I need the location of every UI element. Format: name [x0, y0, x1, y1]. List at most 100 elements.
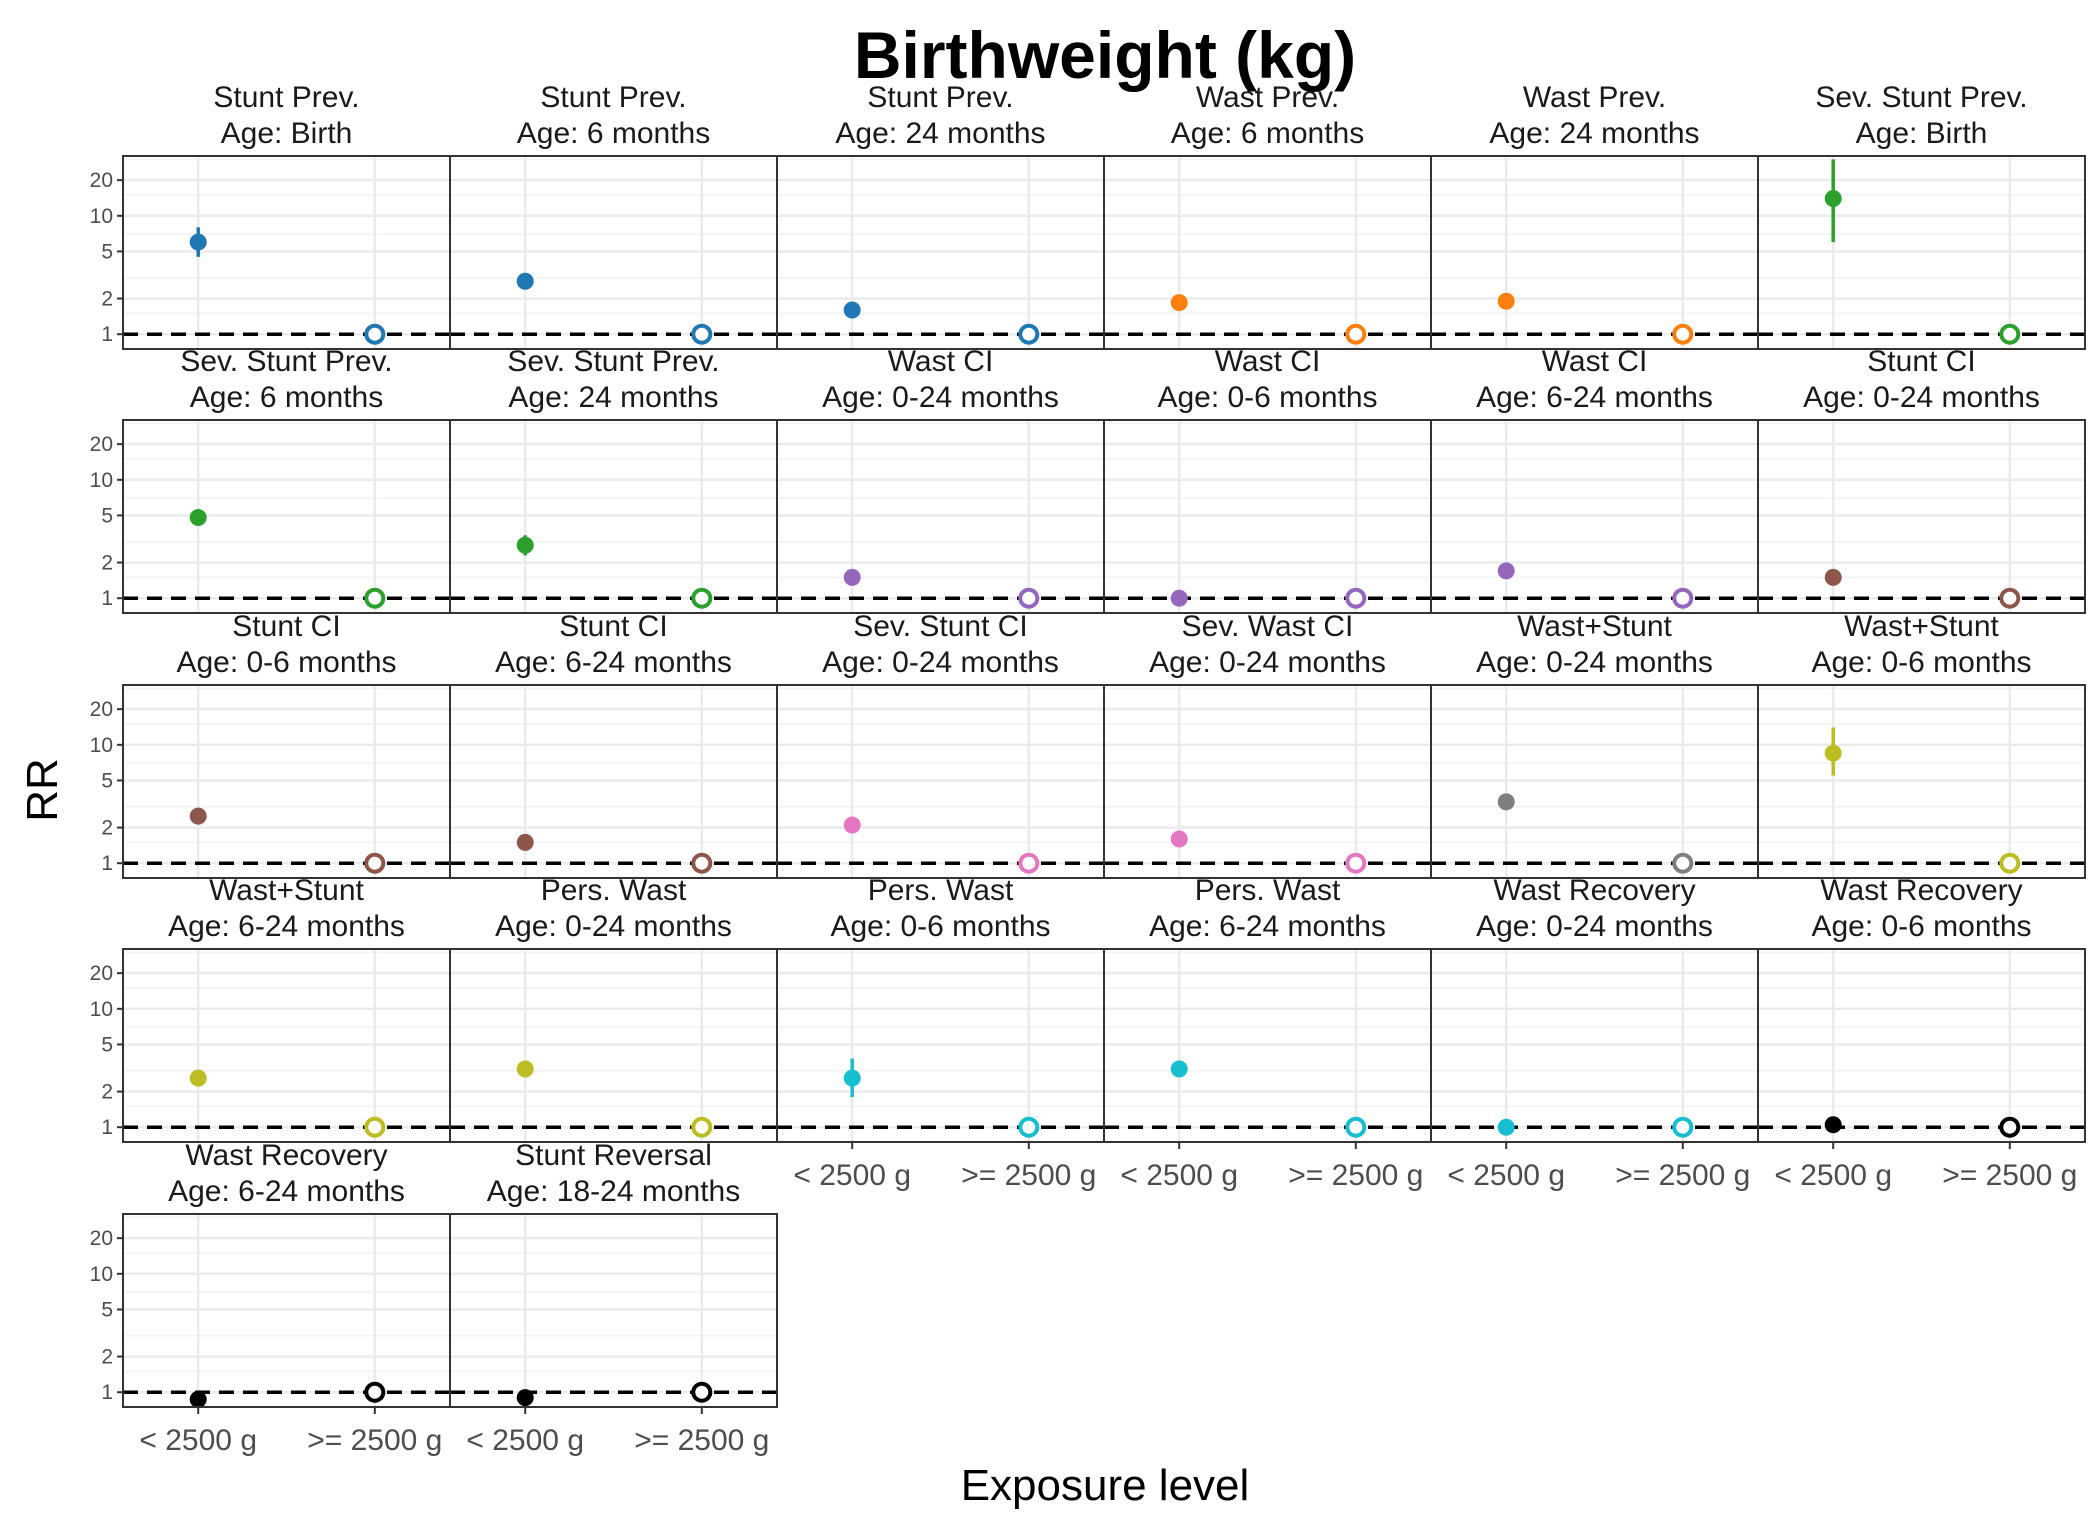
- facet-outcome-label: Pers. Wast: [541, 874, 687, 907]
- facet-panel: Sev. Stunt Prev.Age: 24 months: [449, 345, 778, 614]
- facet-age-label: Age: 6-24 months: [495, 646, 732, 679]
- y-tick-label: 1: [101, 323, 113, 346]
- facet-age-label: Age: 6-24 months: [1476, 381, 1713, 414]
- facet-age-label: Age: Birth: [1856, 117, 1988, 150]
- facet-age-label: Age: 6 months: [517, 117, 710, 150]
- facet-outcome-label: Sev. Stunt Prev.: [1815, 81, 2027, 114]
- y-axis-label: RR: [18, 758, 67, 822]
- facet-outcome-label: Wast Prev.: [1523, 81, 1666, 114]
- x-tick-label: < 2500 g: [1120, 1159, 1238, 1192]
- estimate-point: [189, 233, 207, 251]
- y-tick-label: 5: [101, 769, 113, 792]
- y-tick-label: 5: [101, 1033, 113, 1056]
- x-tick-label: >= 2500 g: [1942, 1159, 2077, 1192]
- estimate-point: [1824, 1116, 1842, 1134]
- y-tick-label: 2: [101, 288, 113, 311]
- estimate-point: [516, 833, 534, 851]
- facet-outcome-label: Stunt Reversal: [515, 1139, 712, 1172]
- estimate-point: [1824, 568, 1842, 586]
- reference-point: [691, 1381, 713, 1403]
- facet-age-label: Age: 24 months: [835, 117, 1045, 150]
- facet-outcome-label: Stunt Prev.: [867, 81, 1013, 114]
- x-tick-label: >= 2500 g: [1288, 1159, 1423, 1192]
- estimate-point: [1497, 1118, 1515, 1136]
- facet-age-label: Age: 0-24 months: [822, 646, 1059, 679]
- facet-outcome-label: Wast+Stunt: [209, 874, 364, 907]
- y-tick-label: 2: [101, 1346, 113, 1369]
- reference-point: [1999, 1116, 2021, 1138]
- facet-outcome-label: Stunt Prev.: [540, 81, 686, 114]
- facet-outcome-label: Stunt CI: [559, 610, 667, 643]
- y-tick-label: 2: [101, 1081, 113, 1104]
- facet-panel: Stunt Prev.Age: 24 months: [776, 81, 1105, 350]
- y-tick-label: 10: [90, 998, 113, 1021]
- facet-outcome-label: Wast+Stunt: [1844, 610, 1999, 643]
- reference-point: [364, 852, 386, 874]
- y-tick-label: 20: [90, 169, 113, 192]
- facet-outcome-label: Stunt CI: [232, 610, 340, 643]
- x-tick-label: < 2500 g: [1447, 1159, 1565, 1192]
- estimate-point: [1170, 294, 1188, 312]
- y-tick-label: 20: [90, 1227, 113, 1250]
- reference-point: [1672, 1116, 1694, 1138]
- facet-age-label: Age: 0-6 months: [1157, 381, 1377, 414]
- facet-age-label: Age: 0-24 months: [1476, 910, 1713, 943]
- y-tick-label: 10: [90, 1263, 113, 1286]
- facet-panel: Stunt Prev.Age: 6 months: [449, 81, 778, 350]
- y-tick-label: 10: [90, 469, 113, 492]
- reference-point: [1345, 323, 1367, 345]
- facet-outcome-label: Stunt CI: [1867, 345, 1975, 378]
- estimate-point: [189, 1390, 207, 1408]
- facet-age-label: Age: 18-24 months: [487, 1175, 741, 1208]
- reference-point: [691, 587, 713, 609]
- facet-age-label: Age: 6 months: [190, 381, 383, 414]
- reference-point: [1018, 323, 1040, 345]
- y-tick-label: 5: [101, 1298, 113, 1321]
- reference-point: [364, 1116, 386, 1138]
- facet-panel: Sev. Stunt Prev.Age: Birth: [1757, 81, 2086, 350]
- facet-age-label: Age: Birth: [221, 117, 353, 150]
- reference-point: [1672, 323, 1694, 345]
- reference-point: [691, 323, 713, 345]
- x-tick-label: >= 2500 g: [1615, 1159, 1750, 1192]
- facet-outcome-label: Pers. Wast: [868, 874, 1014, 907]
- facet-age-label: Age: 0-24 months: [495, 910, 732, 943]
- facet-age-label: Age: 0-6 months: [830, 910, 1050, 943]
- y-tick-label: 5: [101, 504, 113, 527]
- y-tick-label: 2: [101, 552, 113, 575]
- x-tick-label: < 2500 g: [1774, 1159, 1892, 1192]
- x-tick-label: >= 2500 g: [634, 1424, 769, 1457]
- facet-age-label: Age: 6-24 months: [168, 1175, 405, 1208]
- facet-age-label: Age: 24 months: [508, 381, 718, 414]
- x-tick-label: >= 2500 g: [307, 1424, 442, 1457]
- y-tick-label: 1: [101, 1381, 113, 1404]
- facet-age-label: Age: 0-6 months: [1811, 646, 2031, 679]
- facet-outcome-label: Wast Prev.: [1196, 81, 1339, 114]
- y-tick-label: 1: [101, 852, 113, 875]
- estimate-point: [189, 807, 207, 825]
- panel-border: [1757, 684, 2086, 879]
- reference-point: [364, 323, 386, 345]
- facet-age-label: Age: 0-6 months: [1811, 910, 2031, 943]
- x-axis-label: Exposure level: [961, 1461, 1250, 1510]
- facet-panel: Wast Prev.Age: 6 months: [1103, 81, 1432, 350]
- facet-outcome-label: Wast Recovery: [1493, 874, 1695, 907]
- reference-point: [364, 1381, 386, 1403]
- facet-outcome-label: Sev. Stunt Prev.: [507, 345, 719, 378]
- estimate-point: [843, 816, 861, 834]
- facet-outcome-label: Sev. Stunt CI: [853, 610, 1028, 643]
- estimate-point: [189, 1069, 207, 1087]
- estimate-point: [1497, 793, 1515, 811]
